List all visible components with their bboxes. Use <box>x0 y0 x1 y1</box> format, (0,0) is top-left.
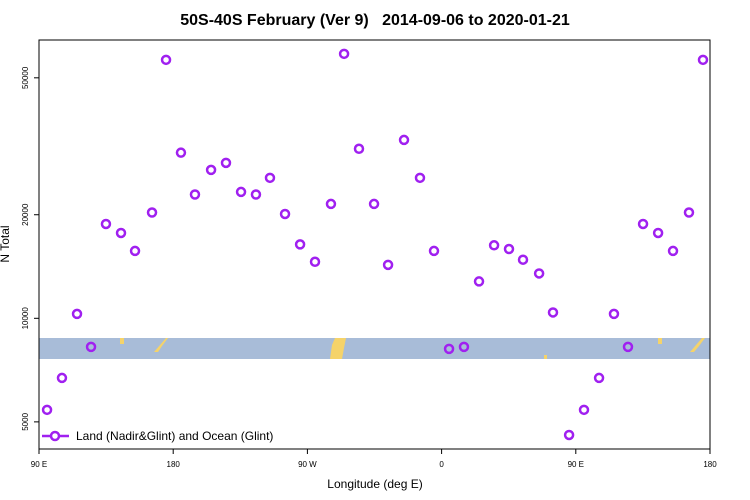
point <box>578 404 590 416</box>
point <box>414 172 426 184</box>
point <box>235 186 247 198</box>
point <box>667 245 679 257</box>
x-tick-label: 0 <box>439 460 444 469</box>
legend-label: Land (Nadir&Glint) and Ocean (Glint) <box>76 429 273 443</box>
y-tick-label: 10000 <box>21 307 30 330</box>
point <box>517 254 529 265</box>
point <box>398 134 410 146</box>
point <box>458 341 470 353</box>
point <box>279 208 291 220</box>
point <box>294 239 306 250</box>
point <box>309 256 321 268</box>
point <box>503 243 515 255</box>
point <box>637 218 649 230</box>
point <box>250 189 262 200</box>
point <box>683 207 695 218</box>
point <box>622 341 634 353</box>
point <box>368 198 380 210</box>
point <box>488 240 500 251</box>
x-tick-label: 90 E <box>31 460 47 469</box>
point <box>175 147 187 158</box>
point <box>338 48 350 60</box>
point <box>443 343 455 355</box>
point <box>697 54 709 66</box>
point <box>189 189 201 200</box>
y-tick-label: 20000 <box>21 203 30 226</box>
point <box>325 198 337 210</box>
chart-title: 50S-40S February (Ver 9) 2014-09-06 to 2… <box>180 12 570 29</box>
point <box>608 308 620 320</box>
point <box>428 245 440 257</box>
y-tick-label: 50000 <box>21 66 30 89</box>
point <box>160 54 172 66</box>
point <box>146 207 158 218</box>
x-tick-label: 180 <box>167 460 181 469</box>
land-patches <box>120 338 705 359</box>
x-axis-title: Longitude (deg E) <box>327 477 422 491</box>
map-strip <box>39 338 710 359</box>
x-tick-label: 90 E <box>568 460 584 469</box>
y-tick-label: 5000 <box>21 412 30 430</box>
x-tick-label: 90 W <box>298 460 317 469</box>
point <box>41 404 53 416</box>
point <box>115 227 127 239</box>
y-axis-title: N Total <box>0 225 12 262</box>
point <box>533 268 545 279</box>
point <box>129 245 141 257</box>
point <box>71 308 83 320</box>
point <box>473 276 485 287</box>
point <box>264 172 276 184</box>
x-tick-label: 180 <box>703 460 717 469</box>
point <box>100 218 112 230</box>
point <box>593 372 605 384</box>
point <box>382 259 394 271</box>
point <box>353 143 365 155</box>
plot-frame <box>38 39 711 450</box>
point <box>220 157 232 169</box>
point <box>85 341 97 353</box>
point <box>205 164 217 176</box>
point <box>547 307 559 318</box>
legend-marker <box>49 430 61 442</box>
point <box>56 372 68 384</box>
point <box>563 429 575 441</box>
point <box>652 227 664 239</box>
